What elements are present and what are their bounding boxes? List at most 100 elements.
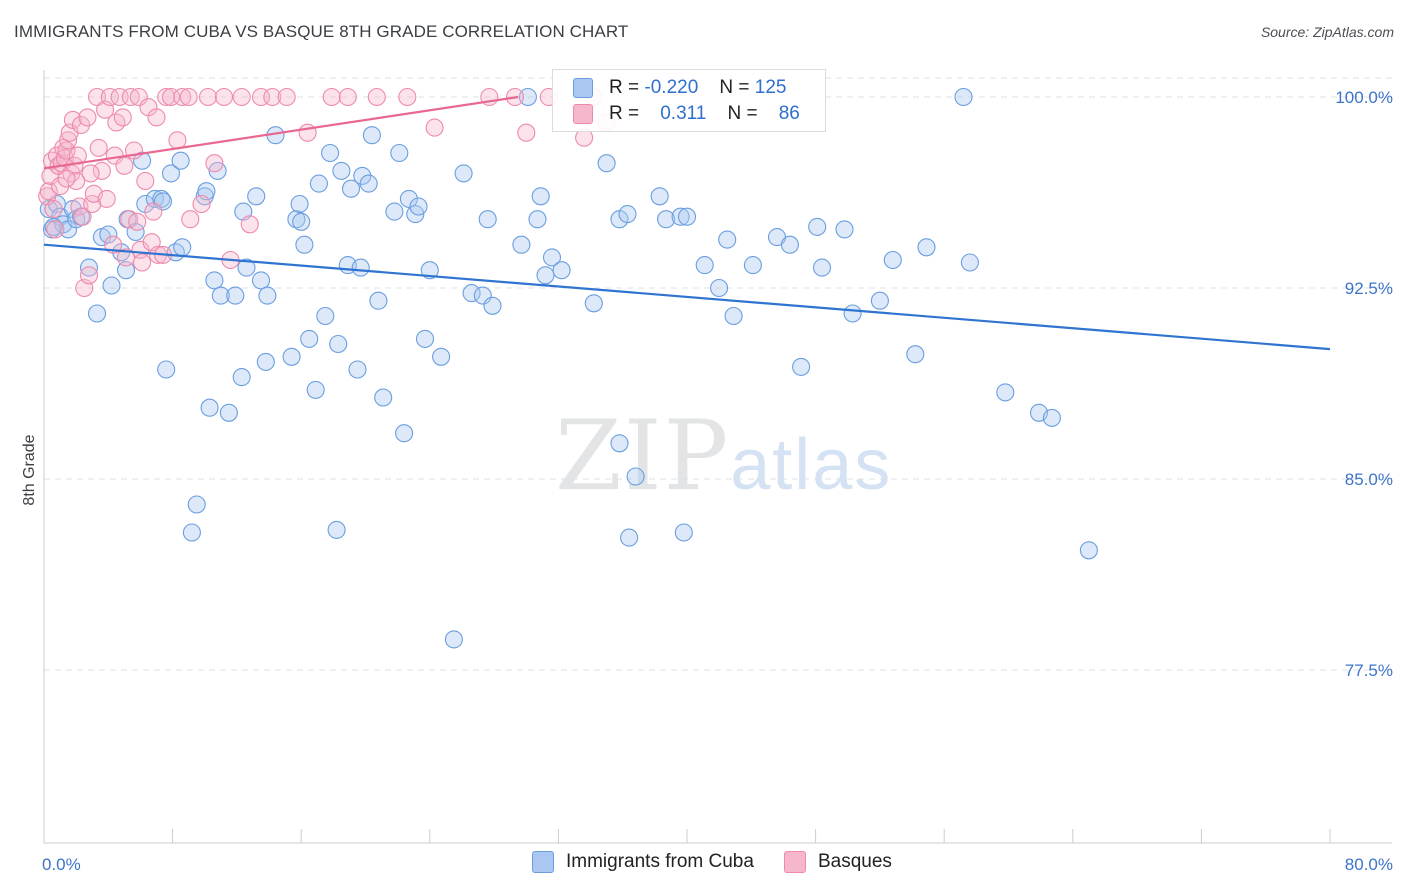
- legend-swatch-cuba: [532, 851, 554, 873]
- cuba-point: [300, 329, 319, 348]
- basque-point: [51, 177, 70, 196]
- basque-point: [39, 182, 58, 201]
- cuba-point: [518, 87, 537, 107]
- cuba-point: [870, 291, 889, 310]
- cuba-point: [536, 266, 555, 285]
- basque-point: [136, 171, 155, 191]
- cuba-point: [1042, 408, 1061, 427]
- legend-r-value: -0.220: [644, 77, 699, 98]
- cuba-point: [724, 306, 743, 326]
- cuba-point: [808, 217, 827, 236]
- cuba-point: [444, 630, 463, 649]
- chart-title: IMMIGRANTS FROM CUBA VS BASQUE 8TH GRADE…: [14, 22, 629, 41]
- basque-point: [59, 131, 78, 150]
- cuba-point: [960, 253, 979, 272]
- cuba-point: [385, 202, 404, 221]
- cuba-point: [329, 334, 348, 354]
- cuba-point: [883, 250, 902, 270]
- basque-point: [214, 87, 234, 107]
- legend-swatch-basque: [573, 104, 593, 124]
- cuba-point: [211, 286, 230, 305]
- basque-point: [73, 207, 92, 226]
- cuba-point: [677, 207, 697, 226]
- cuba-point: [483, 296, 502, 315]
- basque-point: [198, 87, 218, 107]
- cuba-point: [395, 424, 414, 443]
- basque-point: [79, 266, 99, 285]
- cuba-point: [528, 210, 547, 229]
- basque-point: [116, 248, 136, 267]
- tick-labels: 77.5% 85.0% 92.5% 100.0% 0.0% 80.0%: [42, 88, 1393, 874]
- cuba-point: [161, 164, 181, 183]
- basque-point: [92, 161, 111, 180]
- cuba-point: [478, 210, 497, 229]
- y-tick-label: 92.5%: [1345, 279, 1393, 298]
- basque-point: [87, 87, 107, 107]
- legend-item-basque[interactable]: Basques: [783, 851, 892, 873]
- basque-point: [232, 87, 251, 107]
- basque-point: [398, 87, 417, 107]
- source-label: Source: ZipAtlas.com: [1260, 24, 1394, 40]
- series-legend: Immigrants from Cuba Basques: [532, 851, 922, 873]
- basque-point: [57, 169, 76, 188]
- basque-point: [89, 138, 108, 157]
- basque-point: [173, 87, 192, 107]
- cuba-point: [610, 434, 629, 453]
- cuba-point: [321, 143, 340, 163]
- cuba-point: [620, 528, 639, 547]
- cuba-point: [99, 225, 118, 244]
- cuba-point: [792, 357, 811, 376]
- cuba-point: [399, 189, 418, 208]
- cuba-point: [348, 360, 367, 379]
- cuba-point: [351, 258, 370, 277]
- basque-point: [81, 164, 100, 183]
- legend-r-label: R =: [609, 77, 640, 98]
- cuba-point: [282, 347, 301, 366]
- cuba-point: [251, 271, 271, 290]
- cuba-point: [390, 143, 409, 163]
- cuba-point: [290, 194, 309, 214]
- basque-point: [144, 202, 163, 221]
- cuba-point: [359, 174, 378, 193]
- legend-row-cuba: R = -0.220 N = 125: [573, 76, 786, 100]
- cuba-point: [420, 261, 439, 280]
- basque-point: [157, 87, 176, 107]
- cuba-point: [695, 256, 714, 275]
- x-tick-label-max: 80.0%: [1345, 855, 1393, 874]
- cuba-point: [362, 126, 381, 145]
- cuba-point: [462, 284, 481, 303]
- basque-point: [71, 115, 91, 135]
- basque-point: [44, 200, 63, 219]
- trend-line-cuba: [43, 243, 1331, 351]
- y-tick-label: 100.0%: [1335, 88, 1393, 107]
- legend-n-value: 86: [778, 103, 800, 124]
- cuba-point: [454, 164, 473, 183]
- legend-label-cuba: Immigrants from Cuba: [566, 851, 754, 872]
- cuba-point: [219, 403, 238, 422]
- basque-point: [205, 154, 224, 173]
- cuba-point: [1079, 541, 1098, 560]
- basque-point: [179, 87, 198, 107]
- cuba-point: [295, 235, 314, 254]
- cuba-point: [710, 278, 729, 298]
- cuba-point: [743, 256, 762, 275]
- cuba-point: [671, 207, 690, 226]
- cuba-point: [835, 220, 854, 239]
- series-basque-points: [38, 87, 616, 298]
- cuba-point: [187, 495, 206, 514]
- legend-item-cuba[interactable]: Immigrants from Cuba: [532, 851, 754, 873]
- legend-n-label: N =: [719, 77, 750, 98]
- basque-point: [181, 210, 200, 229]
- cuba-point: [171, 151, 190, 170]
- x-tick-label-min: 0.0%: [42, 855, 81, 874]
- cuba-point: [597, 154, 616, 173]
- basque-point: [338, 87, 357, 107]
- watermark-zip: ZIP: [555, 400, 731, 512]
- basque-point: [263, 87, 282, 107]
- cuba-point: [173, 238, 192, 257]
- cuba-point: [512, 235, 531, 254]
- basque-point: [46, 220, 65, 239]
- cuba-point: [226, 286, 245, 305]
- y-tick-label: 85.0%: [1345, 470, 1393, 489]
